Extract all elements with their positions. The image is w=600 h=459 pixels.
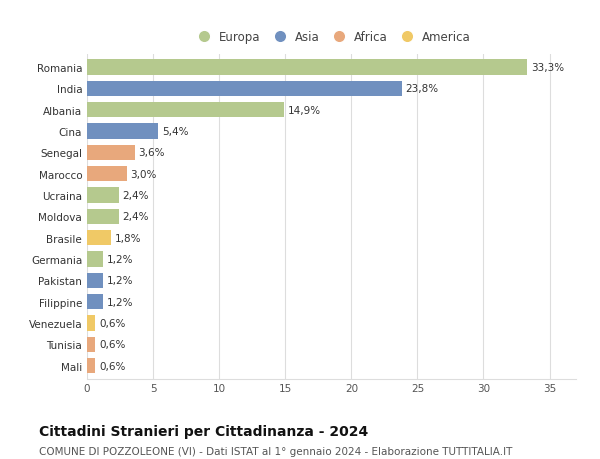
Text: 3,6%: 3,6% bbox=[139, 148, 165, 158]
Bar bbox=[87, 252, 103, 267]
Text: 2,4%: 2,4% bbox=[122, 190, 149, 201]
Bar bbox=[87, 337, 95, 352]
Bar bbox=[87, 146, 134, 161]
Bar bbox=[87, 230, 111, 246]
Text: 1,2%: 1,2% bbox=[107, 276, 133, 286]
Text: 0,6%: 0,6% bbox=[99, 319, 125, 328]
Bar bbox=[87, 316, 95, 331]
Text: 3,0%: 3,0% bbox=[131, 169, 157, 179]
Text: COMUNE DI POZZOLEONE (VI) - Dati ISTAT al 1° gennaio 2024 - Elaborazione TUTTITA: COMUNE DI POZZOLEONE (VI) - Dati ISTAT a… bbox=[39, 446, 512, 456]
Text: 1,8%: 1,8% bbox=[115, 233, 141, 243]
Text: 2,4%: 2,4% bbox=[122, 212, 149, 222]
Bar bbox=[87, 124, 158, 140]
Text: 5,4%: 5,4% bbox=[163, 127, 189, 137]
Bar bbox=[87, 273, 103, 288]
Bar bbox=[87, 103, 284, 118]
Bar bbox=[87, 82, 401, 97]
Legend: Europa, Asia, Africa, America: Europa, Asia, Africa, America bbox=[190, 28, 473, 46]
Text: 1,2%: 1,2% bbox=[107, 254, 133, 264]
Text: Cittadini Stranieri per Cittadinanza - 2024: Cittadini Stranieri per Cittadinanza - 2… bbox=[39, 425, 368, 438]
Bar bbox=[87, 60, 527, 76]
Bar bbox=[87, 294, 103, 310]
Bar bbox=[87, 188, 119, 203]
Text: 23,8%: 23,8% bbox=[406, 84, 439, 94]
Bar bbox=[87, 209, 119, 224]
Text: 0,6%: 0,6% bbox=[99, 340, 125, 350]
Bar bbox=[87, 167, 127, 182]
Text: 14,9%: 14,9% bbox=[288, 106, 321, 115]
Text: 1,2%: 1,2% bbox=[107, 297, 133, 307]
Text: 33,3%: 33,3% bbox=[531, 63, 564, 73]
Bar bbox=[87, 358, 95, 374]
Text: 0,6%: 0,6% bbox=[99, 361, 125, 371]
